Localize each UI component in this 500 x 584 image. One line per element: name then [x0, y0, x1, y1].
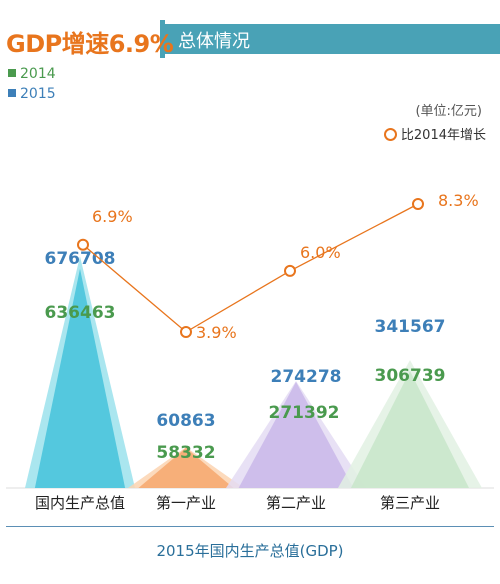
footer-notch — [224, 520, 236, 526]
growth-point-2 — [180, 326, 192, 338]
legend-item-2014: 2014 — [8, 66, 56, 82]
value-label-2015-3: 274278 — [271, 367, 342, 387]
value-label-2015-4: 341567 — [375, 317, 446, 337]
value-label-2015-2: 60863 — [156, 411, 215, 431]
header-bar — [150, 24, 500, 54]
legend-label-2014: 2014 — [20, 66, 56, 82]
page-subtitle: 总体情况 — [178, 31, 250, 52]
value-label-2015-1: 676708 — [45, 249, 116, 269]
legend-swatch-2015 — [8, 89, 16, 97]
category-label-4: 第三产业 — [380, 494, 440, 512]
growth-marker-icon — [383, 128, 397, 141]
legend-label-2015: 2015 — [20, 86, 56, 102]
growth-legend: 比2014年增长 — [383, 124, 486, 143]
value-label-2014-1: 636463 — [45, 303, 116, 323]
legend-item-2015: 2015 — [8, 86, 56, 102]
mountain-2014-1 — [34, 268, 126, 488]
category-label-3: 第二产业 — [266, 494, 326, 512]
value-label-2014-2: 58332 — [156, 443, 215, 463]
category-label-2: 第一产业 — [156, 494, 216, 512]
growth-label-4: 8.3% — [438, 191, 479, 210]
mountain-2014-2 — [138, 447, 234, 488]
growth-point-4 — [412, 198, 424, 210]
mountain-2014-4 — [350, 370, 470, 488]
legend-swatch-2014 — [8, 69, 16, 77]
value-label-2014-3: 271392 — [269, 403, 340, 423]
mountain-2014-3 — [238, 381, 354, 488]
unit-label: (单位:亿元) — [415, 104, 482, 119]
growth-line — [82, 203, 419, 333]
page-title: GDP增速6.9% — [6, 30, 174, 58]
footer-label: 2015年国内生产总值(GDP) — [156, 542, 344, 560]
growth-label-3: 6.0% — [300, 243, 341, 262]
growth-legend-label: 比2014年增长 — [400, 128, 486, 143]
growth-label-2: 3.9% — [196, 323, 237, 342]
footer-divider — [6, 526, 494, 527]
growth-label-1: 6.9% — [92, 207, 133, 226]
category-label-1: 国内生产总值 — [35, 494, 125, 512]
header-badge — [0, 20, 165, 58]
value-label-2014-4: 306739 — [375, 366, 446, 386]
growth-point-1 — [77, 238, 89, 251]
growth-point-3 — [284, 264, 296, 277]
